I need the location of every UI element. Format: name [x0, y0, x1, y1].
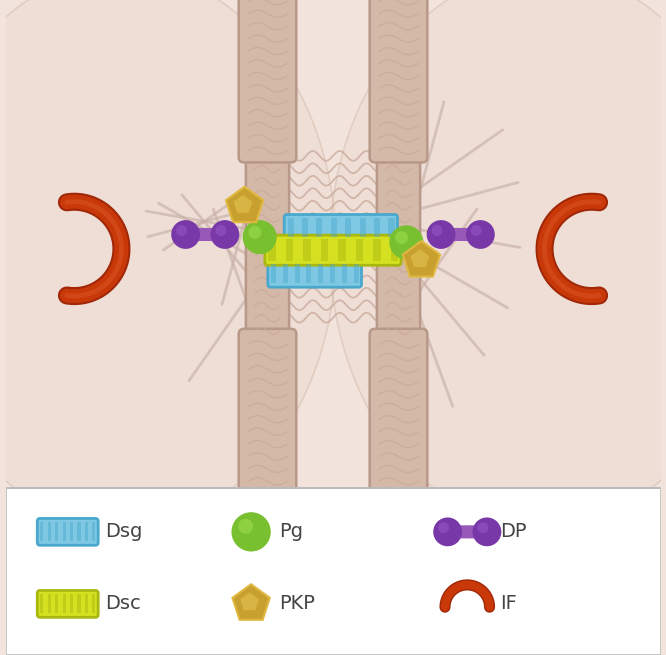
Polygon shape: [234, 195, 252, 213]
Bar: [374, 219, 380, 238]
FancyBboxPatch shape: [246, 149, 289, 343]
FancyBboxPatch shape: [37, 519, 98, 545]
Circle shape: [433, 517, 462, 546]
Circle shape: [395, 231, 408, 244]
Bar: [92, 523, 95, 541]
Bar: [331, 219, 337, 238]
Bar: [330, 265, 335, 283]
FancyBboxPatch shape: [370, 329, 428, 493]
Circle shape: [478, 522, 488, 533]
Bar: [302, 219, 308, 238]
Circle shape: [472, 517, 501, 546]
Bar: [321, 239, 328, 261]
Polygon shape: [232, 584, 270, 620]
Bar: [63, 523, 66, 541]
Circle shape: [248, 226, 261, 239]
Circle shape: [232, 512, 271, 552]
Bar: [342, 265, 347, 283]
FancyBboxPatch shape: [265, 235, 401, 265]
FancyBboxPatch shape: [184, 228, 227, 241]
Bar: [85, 523, 88, 541]
Circle shape: [215, 225, 226, 236]
Circle shape: [210, 220, 239, 249]
Text: Dsg: Dsg: [105, 522, 143, 542]
Circle shape: [427, 220, 456, 249]
Bar: [360, 219, 366, 238]
Circle shape: [176, 225, 187, 236]
Polygon shape: [240, 593, 259, 610]
Text: IF: IF: [500, 594, 517, 614]
FancyBboxPatch shape: [5, 488, 661, 655]
Polygon shape: [226, 187, 263, 222]
Bar: [345, 219, 351, 238]
Bar: [354, 265, 358, 283]
Bar: [48, 595, 51, 613]
Text: Pg: Pg: [279, 522, 303, 542]
Bar: [55, 595, 58, 613]
Bar: [356, 239, 363, 261]
Circle shape: [471, 225, 482, 236]
Ellipse shape: [0, 0, 336, 527]
Bar: [294, 265, 300, 283]
Text: DP: DP: [500, 522, 527, 542]
FancyBboxPatch shape: [238, 329, 296, 493]
Circle shape: [390, 225, 424, 259]
Bar: [288, 219, 294, 238]
Text: PKP: PKP: [279, 594, 315, 614]
Bar: [271, 265, 276, 283]
Bar: [40, 595, 43, 613]
Bar: [77, 523, 81, 541]
Bar: [338, 239, 346, 261]
Bar: [85, 595, 88, 613]
Text: Dsc: Dsc: [105, 594, 141, 614]
Bar: [373, 239, 380, 261]
FancyBboxPatch shape: [284, 215, 398, 241]
Ellipse shape: [330, 0, 666, 527]
FancyBboxPatch shape: [439, 228, 482, 241]
Bar: [388, 219, 394, 238]
Bar: [283, 265, 288, 283]
FancyBboxPatch shape: [377, 149, 420, 343]
Bar: [70, 595, 73, 613]
FancyBboxPatch shape: [268, 260, 362, 287]
Bar: [268, 239, 276, 261]
Circle shape: [438, 522, 449, 533]
Bar: [55, 523, 58, 541]
Circle shape: [466, 220, 495, 249]
Bar: [40, 523, 43, 541]
Bar: [318, 265, 323, 283]
Bar: [77, 595, 81, 613]
FancyBboxPatch shape: [37, 591, 98, 617]
Polygon shape: [410, 250, 429, 267]
FancyBboxPatch shape: [370, 0, 428, 162]
Bar: [92, 595, 95, 613]
Bar: [316, 219, 322, 238]
FancyBboxPatch shape: [446, 525, 489, 538]
Circle shape: [238, 519, 253, 534]
Bar: [48, 523, 51, 541]
Bar: [303, 239, 311, 261]
Circle shape: [171, 220, 200, 249]
Bar: [306, 265, 312, 283]
Polygon shape: [403, 241, 440, 276]
Bar: [286, 239, 293, 261]
FancyBboxPatch shape: [238, 0, 296, 162]
Bar: [63, 595, 66, 613]
Circle shape: [432, 225, 442, 236]
Circle shape: [242, 220, 276, 254]
Bar: [70, 523, 73, 541]
Bar: [391, 239, 398, 261]
